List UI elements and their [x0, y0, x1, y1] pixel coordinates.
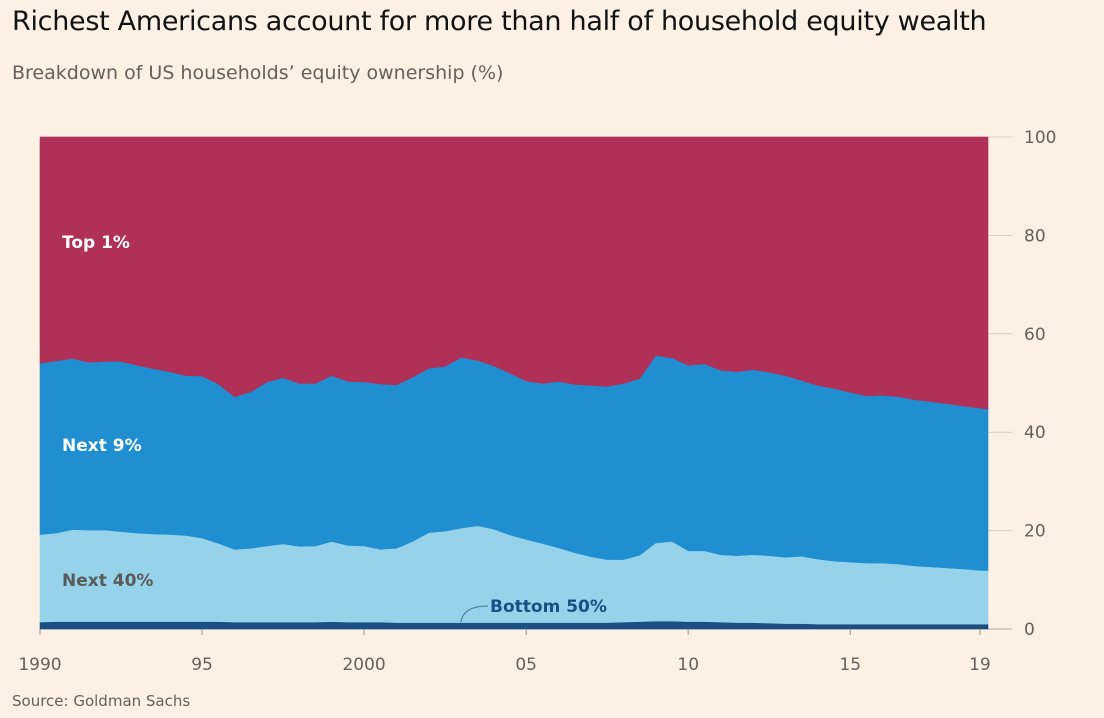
area-top-1 — [39, 136, 989, 410]
y-tick-label-40: 40 — [1024, 423, 1046, 443]
chart-subtitle: Breakdown of US households’ equity owner… — [12, 62, 504, 84]
x-tick-label-2000: 2000 — [342, 655, 385, 675]
x-tick-label-2005: 05 — [515, 655, 537, 675]
x-tick-label-1995: 95 — [191, 655, 213, 675]
y-tick-label-20: 20 — [1024, 522, 1046, 542]
label-bottom-50: Bottom 50% — [490, 597, 607, 617]
x-tick-label-2015: 15 — [839, 655, 861, 675]
x-tick-label-1990: 1990 — [18, 655, 61, 675]
y-tick-label-0: 0 — [1024, 620, 1035, 640]
x-tick-label-2019: 19 — [969, 655, 991, 675]
bottom-50-leader-line — [460, 605, 489, 623]
chart-title: Richest Americans account for more than … — [12, 6, 987, 37]
y-tick-label-100: 100 — [1024, 128, 1056, 148]
source-note: Source: Goldman Sachs — [12, 692, 191, 710]
y-tick-label-80: 80 — [1024, 226, 1046, 246]
label-next-9: Next 9% — [62, 436, 142, 456]
label-next-40: Next 40% — [62, 571, 153, 591]
y-tick-label-60: 60 — [1024, 325, 1046, 345]
x-tick-label-2010: 10 — [677, 655, 699, 675]
label-top-1: Top 1% — [62, 233, 130, 253]
